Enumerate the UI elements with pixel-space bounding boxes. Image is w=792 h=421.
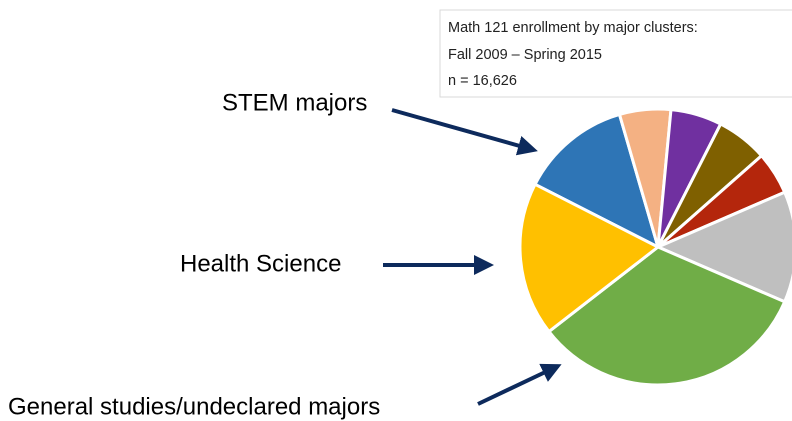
chart-subtitle: n = 16,626 xyxy=(448,73,517,89)
chart-title: Math 121 enrollment by major clusters: xyxy=(448,20,698,36)
pie-slice xyxy=(547,245,787,387)
title-box xyxy=(439,9,792,98)
pie-slice xyxy=(656,190,792,304)
pie xyxy=(518,107,792,387)
annotation: General studies/undeclared majors xyxy=(8,393,380,420)
chart-subtitle: Fall 2009 – Spring 2015 xyxy=(448,47,602,63)
annotation: Health Science xyxy=(180,250,341,277)
pie-slice xyxy=(518,182,660,334)
pie-slice xyxy=(533,112,660,249)
arrow xyxy=(391,108,538,156)
arrow xyxy=(477,363,562,406)
annotation: STEM majors xyxy=(222,89,367,116)
